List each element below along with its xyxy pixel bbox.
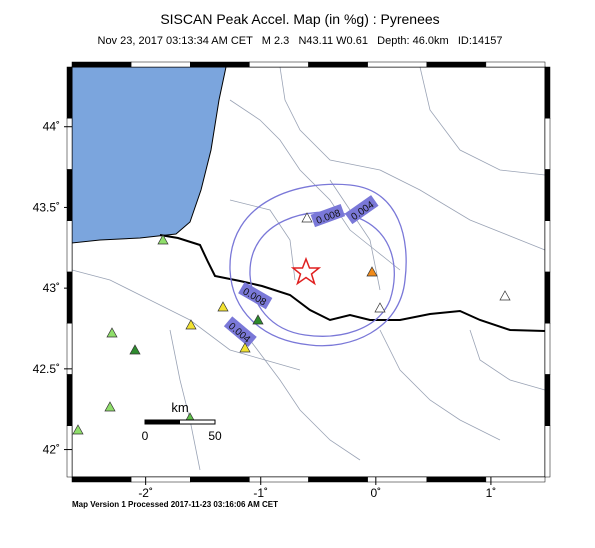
frame-band — [426, 476, 487, 483]
scale-bar: km 0 50 — [142, 400, 222, 443]
x-tick-label: 1˚ — [486, 486, 497, 500]
sea — [71, 66, 227, 244]
frame-band — [66, 425, 73, 478]
frame-band — [130, 61, 191, 68]
scale-end: 50 — [208, 429, 222, 443]
frame-band — [544, 425, 551, 478]
y-tick-label: 42.5˚ — [33, 362, 60, 376]
border — [159, 234, 546, 332]
scale-start: 0 — [142, 429, 149, 443]
frame-band — [66, 220, 73, 273]
scale-unit: km — [171, 400, 188, 415]
frame-band — [544, 66, 551, 119]
frame-band — [367, 61, 427, 68]
frame-band — [544, 374, 551, 426]
map-title: SISCAN Peak Accel. Map (in %g) : Pyrenee… — [160, 11, 439, 27]
epicenter — [290, 256, 322, 286]
contour — [229, 183, 407, 347]
frame-band — [544, 220, 551, 273]
frame-band — [426, 61, 487, 68]
y-tick-label: 44˚ — [43, 120, 60, 134]
frame-band — [130, 476, 191, 483]
frame-band — [485, 476, 546, 483]
x-tick-label: -1˚ — [253, 486, 268, 500]
frame-band — [66, 169, 73, 221]
frame-band — [544, 323, 551, 375]
frame-band — [249, 61, 309, 68]
frame-band — [66, 271, 73, 324]
frame-band — [485, 61, 546, 68]
frame-band — [544, 169, 551, 221]
footer: Map Version 1 Processed 2017-11-23 03:16… — [72, 500, 278, 509]
x-tick-label: -2˚ — [138, 486, 153, 500]
frame-band — [66, 118, 73, 170]
x-tick-label: 0˚ — [370, 486, 381, 500]
frame-band — [66, 66, 73, 119]
frame-band — [66, 374, 73, 426]
y-tick-label: 43˚ — [43, 281, 60, 295]
y-tick-label: 42˚ — [43, 443, 60, 457]
frame-band — [308, 61, 368, 68]
frame-band — [71, 476, 132, 483]
frame-band — [249, 476, 309, 483]
frame-band — [71, 61, 132, 68]
frame-border — [66, 61, 551, 483]
frame-band — [308, 476, 368, 483]
y-tick-label: 43.5˚ — [33, 200, 60, 214]
frame-band — [544, 271, 551, 324]
frame-band — [544, 118, 551, 170]
contour — [249, 211, 395, 337]
frame-band — [367, 476, 427, 483]
frame-band — [66, 323, 73, 375]
map-subtitle: Nov 23, 2017 03:13:34 AM CET M 2.3 N43.1… — [98, 35, 503, 47]
frame-band — [190, 476, 250, 483]
frame-band — [190, 61, 250, 68]
